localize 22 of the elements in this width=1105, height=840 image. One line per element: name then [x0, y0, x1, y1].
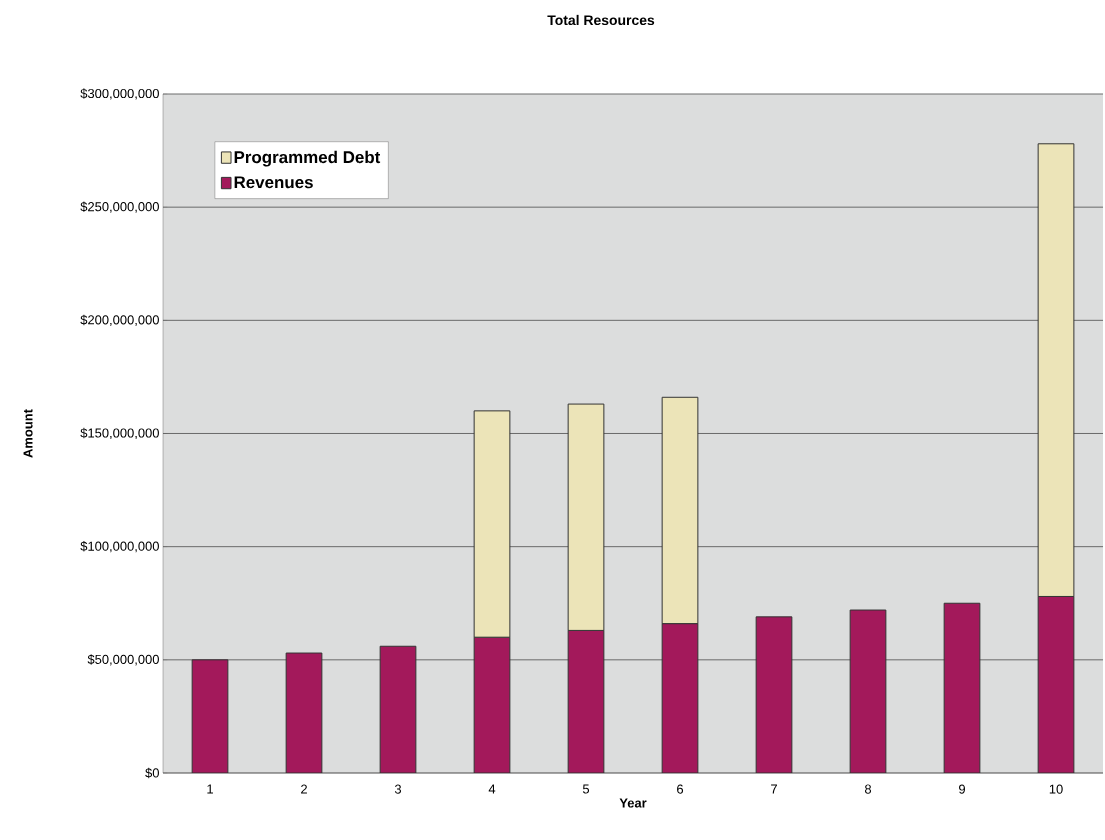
legend-label: Programmed Debt [234, 150, 381, 167]
x-tick-label: 4 [488, 784, 496, 794]
x-tick-label: 10 [1049, 784, 1063, 794]
x-tick-label: 6 [677, 784, 684, 794]
x-tick-label: 5 [582, 784, 590, 794]
x-tick-label: 3 [394, 784, 402, 794]
y-tick-label: $300,000,000 [80, 88, 159, 100]
legend-label: Revenues [234, 176, 313, 189]
y-tick-label: $100,000,000 [80, 541, 159, 553]
y-axis-title: Amount [23, 409, 33, 458]
x-axis-title: Year [619, 798, 647, 808]
x-tick-label: 1 [207, 784, 213, 794]
y-tick-label: $0 [145, 767, 159, 779]
chart-title: Total Resources [547, 14, 655, 26]
y-tick-label: $200,000,000 [80, 314, 159, 326]
x-tick-label: 2 [301, 784, 307, 794]
y-tick-label: $50,000,000 [87, 654, 159, 666]
x-tick-label: 9 [959, 784, 965, 794]
x-tick-label: 8 [864, 784, 872, 794]
y-tick-label: $250,000,000 [80, 201, 159, 213]
y-tick-label: $150,000,000 [80, 427, 159, 440]
x-tick-label: 7 [771, 784, 777, 794]
